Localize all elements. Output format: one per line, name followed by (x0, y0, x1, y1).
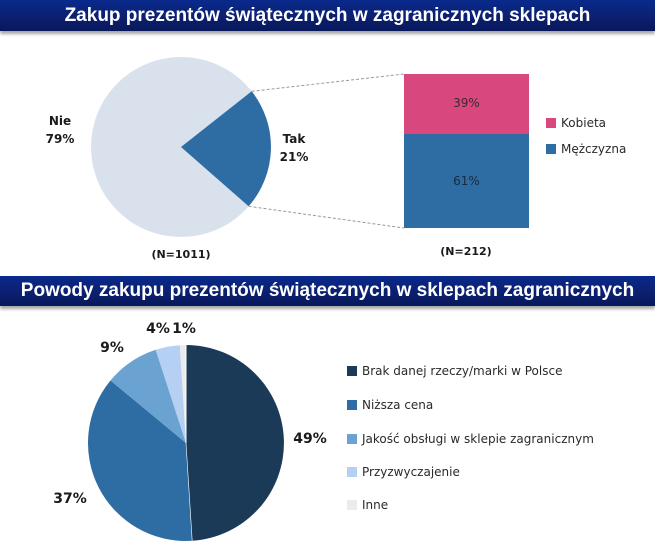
legend-swatch (347, 434, 357, 444)
legend-swatch (347, 467, 357, 477)
pie-label-37: 37% (53, 491, 87, 507)
pie-label-nie: Nie 79% (45, 114, 75, 146)
legend-item-kobieta: Kobieta (546, 116, 606, 130)
legend-swatch-kobieta (546, 118, 556, 128)
pie-slice-brak-rzeczy (186, 345, 284, 541)
pie-label-49: 49% (293, 431, 327, 447)
pie-slice-nizsza-cena (87, 380, 193, 541)
reasons-pie (87, 345, 284, 541)
bar-value-mezczyzna: 61% (453, 174, 480, 188)
legend-item-inne: Inne (347, 498, 388, 512)
bar-n-label: (N=212) (440, 245, 492, 258)
legend-swatch (347, 366, 357, 376)
pie-label-4: 4% (146, 321, 170, 337)
bar-value-kobieta: 39% (453, 96, 480, 110)
legend-item-mezczyzna: Mężczyzna (546, 142, 626, 156)
pie-slice-inne (179, 345, 186, 443)
connector-line-bottom (248, 205, 405, 229)
gender-stacked-bar (404, 74, 529, 228)
legend-item-jakosc-obslugi: Jakość obsługi w sklepie zagranicznym (347, 432, 594, 446)
legend-item-nizsza-cena: Niższa cena (347, 398, 433, 412)
pie-slice-jakosc-obslugi (110, 349, 186, 443)
top-section-header: Zakup prezentów świątecznych w zagranicz… (0, 0, 655, 31)
bottom-section-header: Powody zakupu prezentów świątecznych w s… (0, 276, 655, 331)
top-pie (91, 57, 271, 237)
legend-swatch (347, 400, 357, 410)
legend-swatch-mezczyzna (546, 144, 556, 154)
bar-segment-kobieta (404, 74, 529, 134)
pie-label-1: 1% (172, 321, 196, 337)
connector-line-top (251, 73, 405, 92)
legend-item-brak-rzeczy: Brak danej rzeczy/marki w Polsce (347, 364, 562, 378)
legend-item-przyzwyczajenie: Przyzwyczajenie (347, 465, 460, 479)
legend-swatch (347, 500, 357, 510)
pie-label-9: 9% (100, 340, 124, 356)
pie-slice-tak (181, 91, 271, 207)
pie-label-tak: Tak 21% (279, 132, 309, 164)
bar-segment-mezczyzna (404, 134, 529, 228)
top-pie-n-label: (N=1011) (151, 248, 211, 261)
pie-slice-przyzwyczajenie (155, 345, 186, 443)
